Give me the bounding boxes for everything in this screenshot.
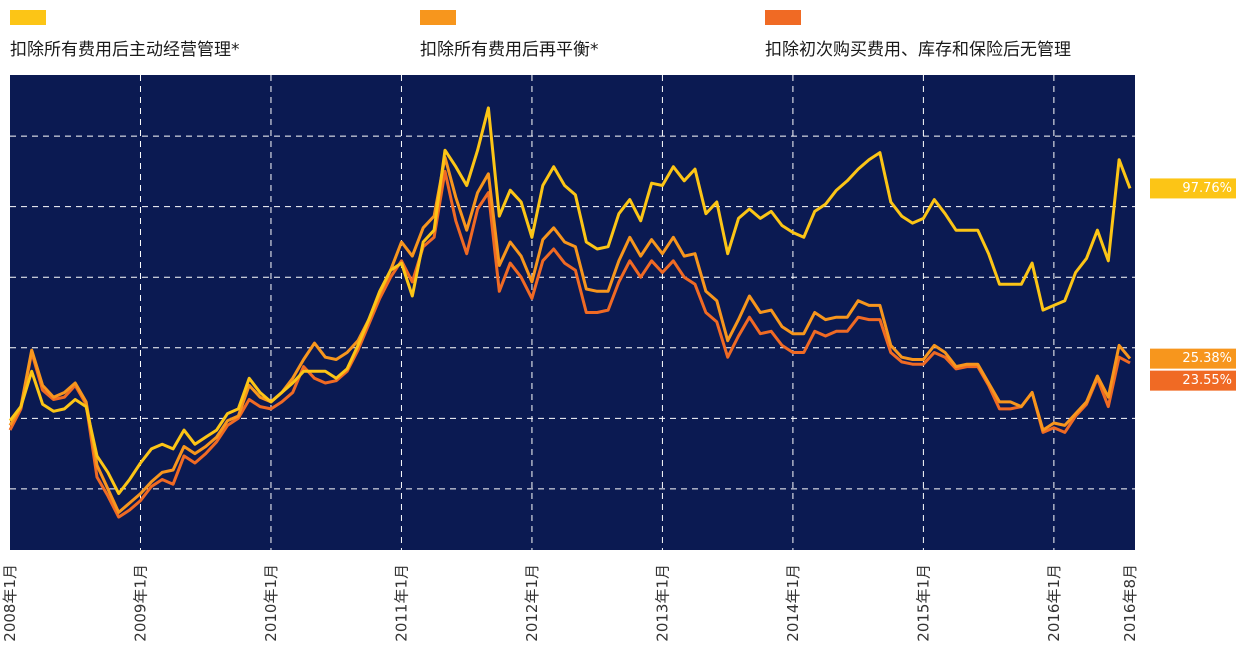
x-tick-label: 2012年1月 bbox=[523, 564, 541, 642]
legend-swatch bbox=[10, 10, 46, 25]
end-label: 23.55% bbox=[1182, 373, 1232, 388]
x-tick-label: 2008年1月 bbox=[1, 564, 19, 642]
end-label-box bbox=[1150, 178, 1236, 199]
legend-label: 扣除所有费用后主动经营管理* bbox=[10, 40, 240, 60]
series-line bbox=[8, 106, 1132, 496]
x-tick-label: 2016年8月 bbox=[1121, 564, 1139, 642]
x-tick-label: 2011年1月 bbox=[392, 564, 410, 642]
x-tick-label: 2013年1月 bbox=[653, 564, 671, 642]
x-tick-label: 2009年1月 bbox=[131, 564, 149, 642]
series-line bbox=[8, 155, 1132, 514]
x-tick-label: 2016年1月 bbox=[1045, 564, 1063, 642]
x-tick-label: 2015年1月 bbox=[914, 564, 932, 642]
legend-swatch bbox=[765, 10, 801, 25]
end-label: 97.76% bbox=[1182, 181, 1232, 196]
x-tick-label: 2014年1月 bbox=[784, 564, 802, 642]
legend-label: 扣除所有费用后再平衡* bbox=[420, 40, 599, 60]
legend-label: 扣除初次购买费用、库存和保险后无管理 bbox=[765, 40, 1071, 60]
end-label: 25.38% bbox=[1182, 351, 1232, 366]
series-line bbox=[8, 169, 1131, 519]
end-label-box bbox=[1150, 348, 1236, 369]
plot-area bbox=[10, 75, 1135, 550]
x-tick-label: 2010年1月 bbox=[262, 564, 280, 642]
legend-swatch bbox=[420, 10, 456, 25]
end-label-box bbox=[1150, 370, 1236, 391]
